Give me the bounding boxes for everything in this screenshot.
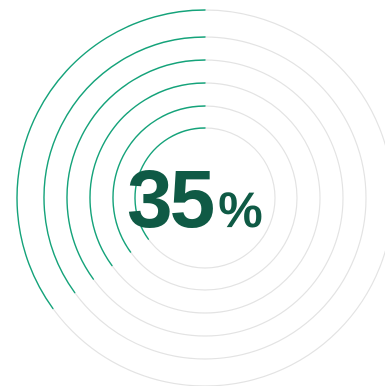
- ring-4-progress: [66, 59, 206, 280]
- ring-3-progress: [89, 82, 206, 267]
- progress-percentage: 35: [127, 154, 215, 245]
- ring-6-progress: [16, 9, 206, 310]
- ring-1-progress: [134, 127, 206, 240]
- ring-5-progress: [43, 36, 206, 294]
- progress-unit: %: [218, 182, 263, 238]
- progress-value: 35 %: [127, 154, 263, 245]
- ring-2-progress: [112, 105, 206, 253]
